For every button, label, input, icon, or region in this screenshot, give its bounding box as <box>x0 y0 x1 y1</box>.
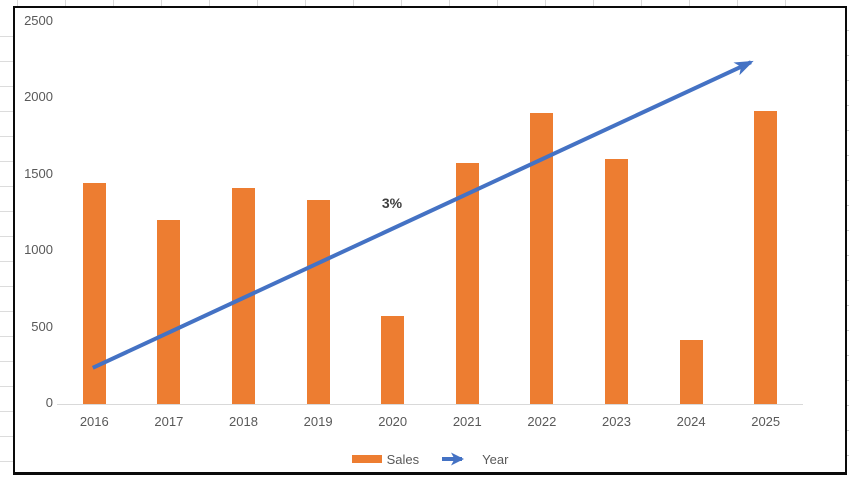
spreadsheet-gridlines-top <box>0 0 849 6</box>
x-tick-label-2020: 2020 <box>378 414 408 429</box>
bar-2016[interactable] <box>82 182 106 404</box>
x-tick-label-2016: 2016 <box>79 414 109 429</box>
x-tick-label-2024: 2024 <box>676 414 706 429</box>
trend-annotation: 3% <box>381 195 403 212</box>
x-tick-label-2025: 2025 <box>751 414 781 429</box>
bar-2022[interactable] <box>530 112 554 404</box>
spreadsheet-gridlines-left <box>0 6 13 475</box>
trend-arrow[interactable] <box>15 8 845 472</box>
legend: Sales Year <box>15 451 845 467</box>
bar-2017[interactable] <box>157 219 181 404</box>
y-tick-label: 2500 <box>24 13 53 28</box>
bar-2019[interactable] <box>306 199 330 404</box>
x-tick-label-2023: 2023 <box>602 414 631 429</box>
x-tick-label-2022: 2022 <box>527 414 557 429</box>
legend-arrow-icon[interactable] <box>441 451 477 467</box>
bar-2023[interactable] <box>605 158 628 404</box>
legend-label-sales[interactable]: Sales <box>386 451 420 467</box>
bar-2024[interactable] <box>679 340 703 404</box>
chart-area[interactable]: 0 500 1000 1500 2000 2500 3% 2016 2017 2018 2019… <box>13 6 847 475</box>
y-tick-label: 1000 <box>24 242 53 258</box>
y-tick-label: 1500 <box>24 165 53 181</box>
legend-label-year[interactable]: Year <box>482 451 509 467</box>
y-tick-label: 2000 <box>24 89 53 105</box>
x-tick-label-2018: 2018 <box>229 414 258 429</box>
bar-2025[interactable] <box>754 111 778 404</box>
x-tick-label-2017: 2017 <box>154 414 184 429</box>
x-tick-label-2019: 2019 <box>303 414 333 429</box>
legend-swatch-sales[interactable] <box>351 455 382 463</box>
y-tick-label: 500 <box>31 318 53 334</box>
x-axis-line <box>57 404 803 405</box>
bar-2020[interactable] <box>381 315 405 404</box>
bar-2021[interactable] <box>455 163 479 404</box>
spreadsheet-gridlines-right <box>846 6 849 475</box>
x-tick-label-2021: 2021 <box>452 414 482 429</box>
y-tick-label: 0 <box>45 395 53 410</box>
